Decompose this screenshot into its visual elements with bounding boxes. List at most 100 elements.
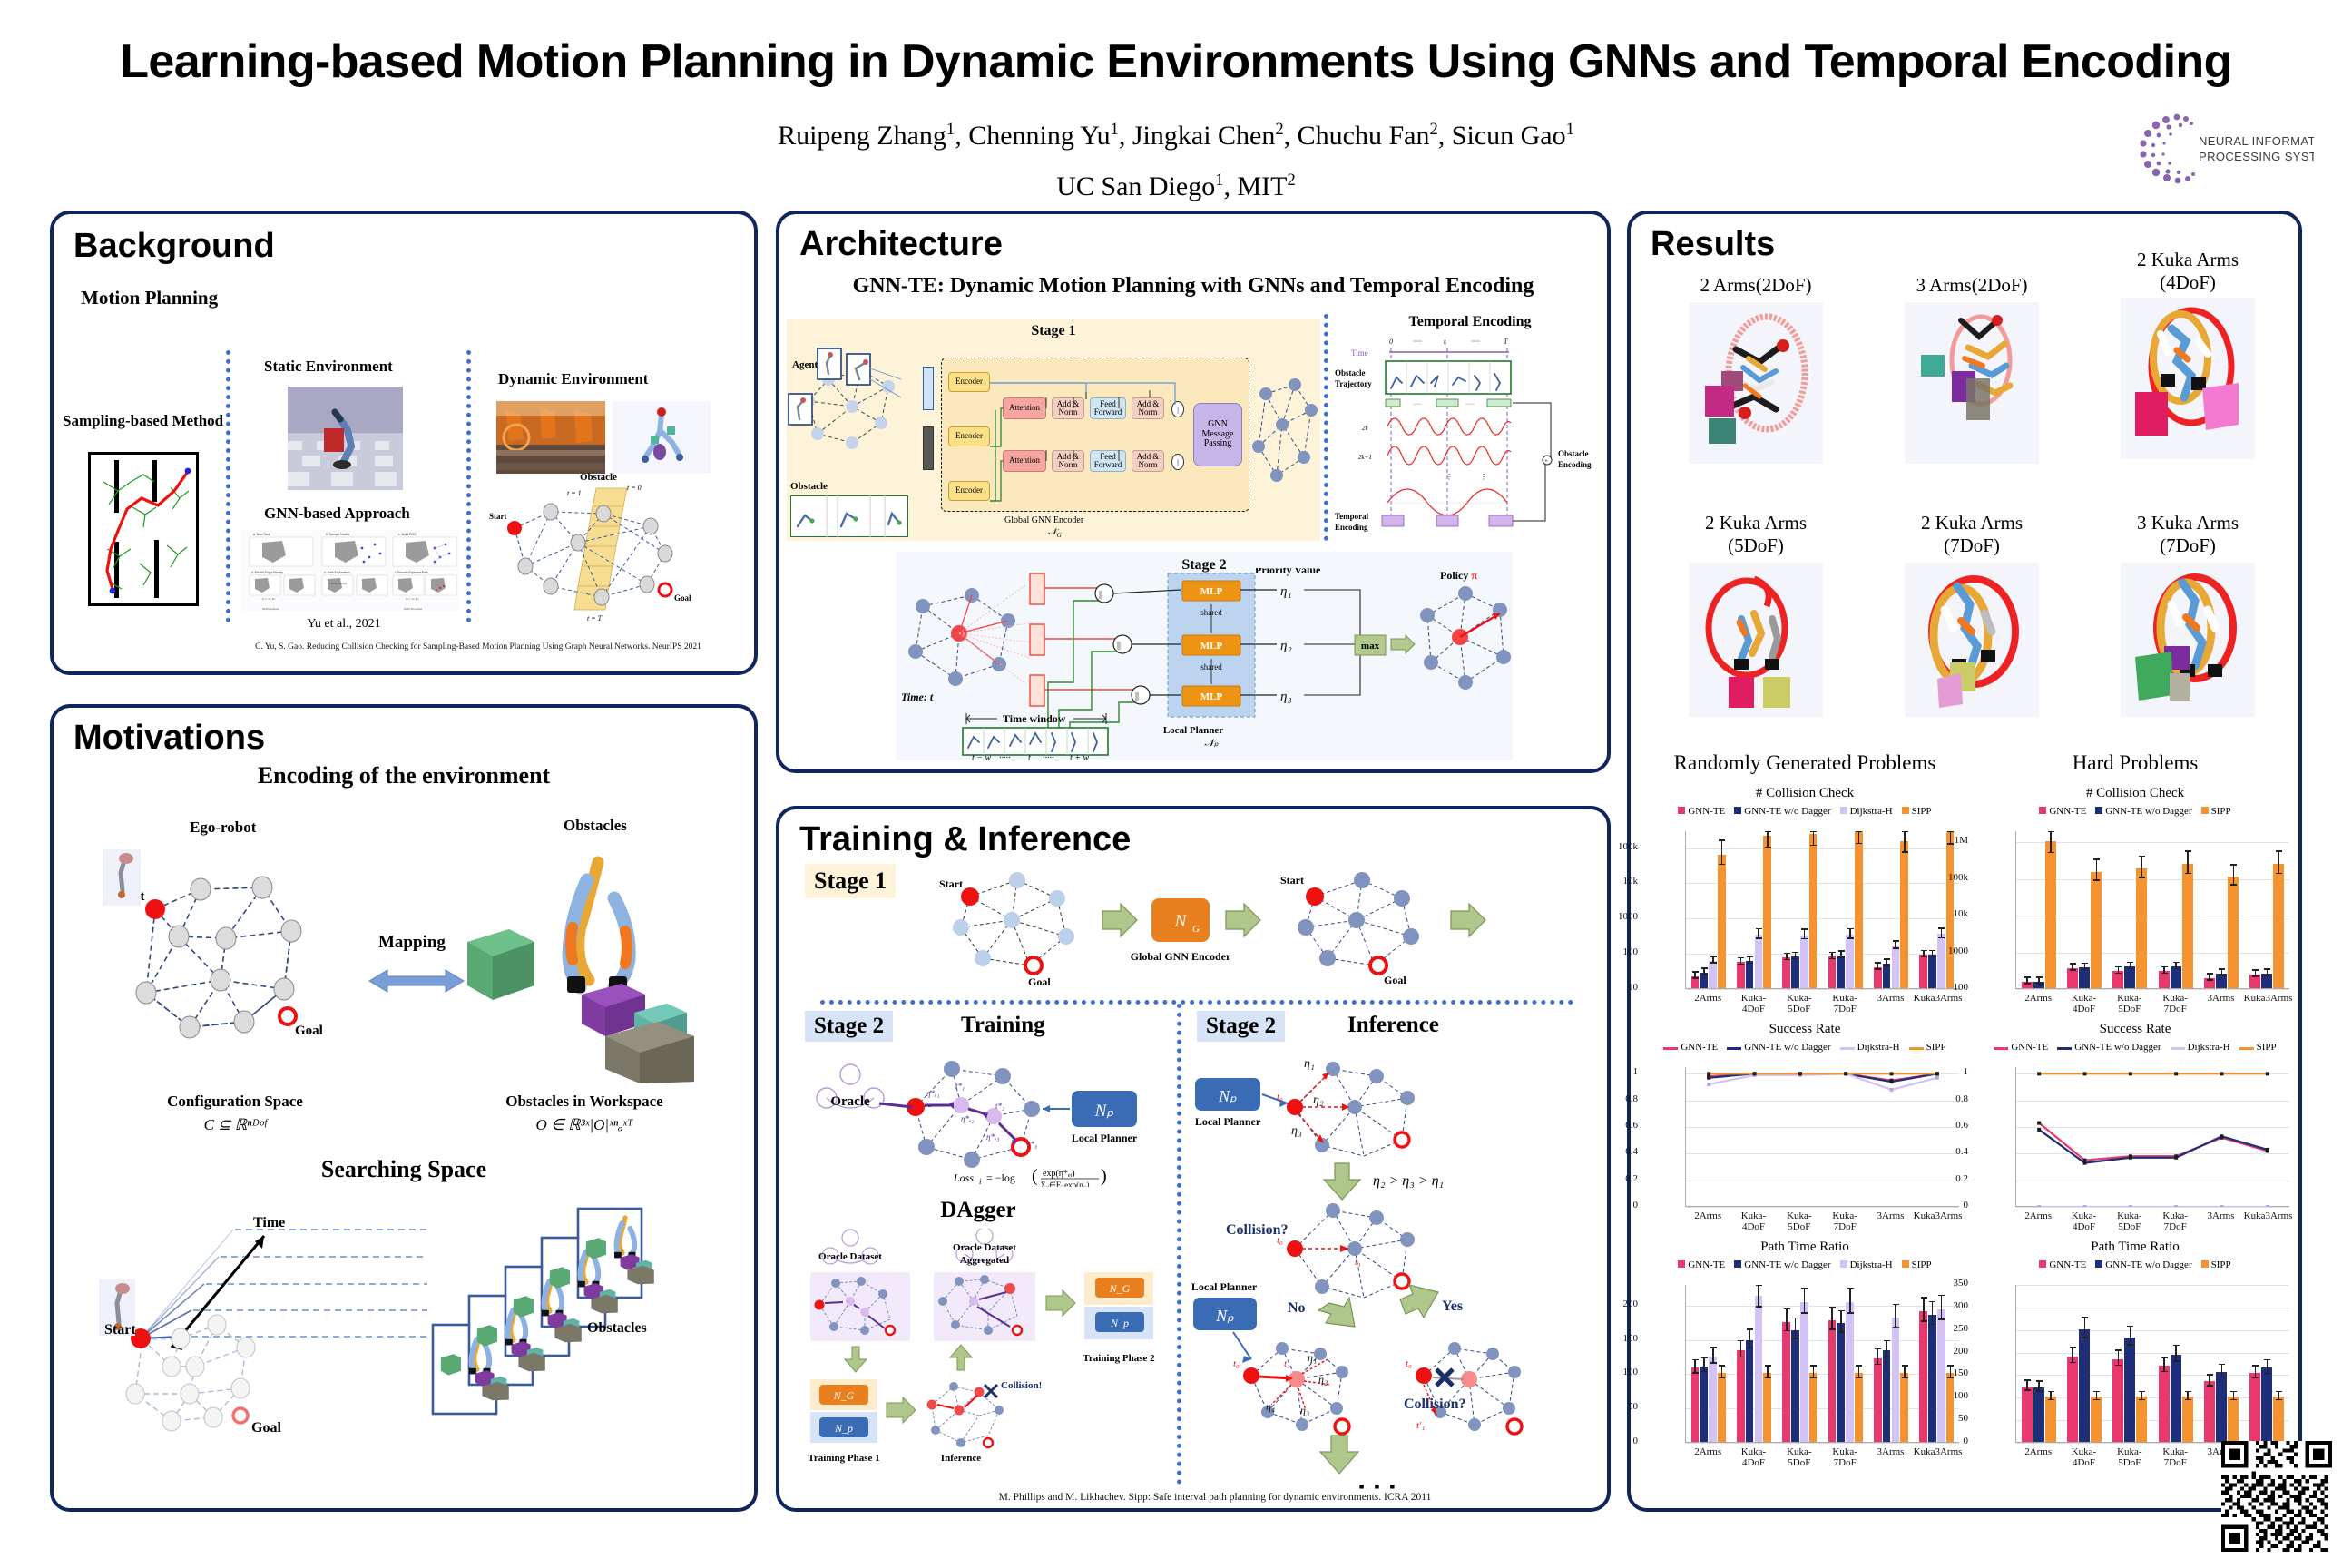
results-panel: Results 2 Arms(2DoF) — [1618, 211, 2302, 1512]
error-cap — [2276, 850, 2283, 852]
legend-swatch — [1839, 1260, 1847, 1268]
bar — [2249, 974, 2261, 988]
error-bar — [2095, 1392, 2098, 1401]
error-cap — [2184, 872, 2191, 875]
error-bar — [1812, 1366, 1815, 1379]
gridline — [1686, 1153, 1959, 1155]
legend-swatch — [1839, 1047, 1855, 1050]
x-axis-tick: Kuka3Arms — [1913, 1210, 1963, 1221]
legend-swatch — [1727, 1047, 1742, 1050]
bar — [1782, 1321, 1791, 1442]
error-cap — [2082, 968, 2088, 971]
data-point — [2082, 1205, 2087, 1207]
error-cap — [2264, 968, 2271, 970]
error-cap — [1738, 1339, 1745, 1342]
svg-text:2k+1: 2k+1 — [1358, 454, 1372, 461]
legend-item: Dijkstra-H — [1839, 806, 1893, 817]
svg-text:Start: Start — [939, 877, 963, 890]
motivations-heading: Encoding of the environment — [257, 762, 551, 789]
agent-feature-bar — [923, 367, 934, 410]
error-bar — [2278, 851, 2280, 875]
error-cap — [2024, 1379, 2031, 1381]
error-cap — [1747, 1347, 1754, 1348]
error-bar — [1712, 1348, 1714, 1364]
data-point — [1889, 1080, 1894, 1084]
error-cap — [1875, 1348, 1882, 1350]
legend-label: SIPP — [2210, 1259, 2231, 1270]
y-axis-tick: 10k — [1953, 908, 1969, 920]
svg-text:t′₁: t′₁ — [1416, 1420, 1425, 1431]
svg-text:= −log: = −log — [986, 1171, 1015, 1184]
error-cap — [1847, 937, 1854, 939]
error-bar — [1931, 1302, 1934, 1326]
error-cap — [1875, 968, 1882, 970]
plot-area — [2015, 830, 2289, 990]
dynamic-environment-label: Dynamic Environment — [498, 370, 649, 387]
svg-text:Inference: Inference — [941, 1453, 982, 1464]
bar — [2228, 1396, 2239, 1442]
ti-stage2-inference-badge: Stage 2 — [1197, 1011, 1286, 1042]
error-bar — [1786, 954, 1788, 960]
svg-text:exp(η*ₑᵢ): exp(η*ₑᵢ) — [1043, 1169, 1075, 1179]
svg-text:f. Smooth Explored Path: f. Smooth Explored Path — [395, 571, 428, 574]
chart-hard-pathtime: Path Time Ratio GNN-TE GNN-TE w/o Dagger SI… — [1954, 1240, 2297, 1468]
error-cap — [1938, 936, 1945, 939]
svg-text:t = 1: t = 1 — [567, 489, 582, 497]
y-axis-tick: 0 — [1632, 1200, 1639, 1210]
x-axis-tick: Kuka-5DoF — [2117, 1446, 2142, 1468]
gridline — [1686, 848, 1959, 849]
error-bar — [1758, 929, 1759, 939]
legend-swatch — [1663, 1047, 1679, 1050]
stage1-label: Stage 1 — [1031, 323, 1076, 338]
svg-text:Policy π: Policy π — [1440, 569, 1477, 582]
config-space-math: C ⊆ ℝⁿᴰᵒᶠ — [203, 1116, 267, 1133]
x-axis-tick: Kuka3Arms — [2243, 1210, 2293, 1221]
line-series — [1708, 1073, 1938, 1092]
y-axis-tick: 200 — [1622, 1298, 1639, 1309]
data-point — [2082, 1158, 2087, 1162]
error-cap — [2252, 1365, 2259, 1367]
legend-swatch — [1839, 807, 1847, 814]
bar — [1846, 934, 1854, 988]
bar — [1891, 946, 1900, 988]
gridline — [2016, 1397, 2289, 1399]
y-axis-tick: 0.2 — [1625, 1172, 1638, 1184]
bar — [1717, 1373, 1726, 1442]
author-list: Ruipeng Zhang1, Chenning Yu1, Jingkai Ch… — [778, 120, 1574, 151]
dynamic-environment-sim — [612, 401, 710, 474]
legend-label: GNN-TE w/o Dagger — [1744, 806, 1831, 817]
svg-text:Encoding: Encoding — [1335, 523, 1368, 532]
data-point — [2174, 1155, 2179, 1160]
svg-text:Time: t: Time: t — [901, 691, 934, 703]
y-axis-tick: 0.8 — [1625, 1093, 1638, 1104]
x-axis-tick: Kuka-4DoF — [2071, 1210, 2097, 1232]
error-bar — [2083, 964, 2085, 971]
dagger-figure: Oracle Dataset N_G N_p — [796, 1227, 1175, 1492]
error-bar — [1812, 832, 1815, 847]
graph-start-label: Start — [489, 512, 507, 521]
error-bar — [1849, 929, 1851, 939]
legend-swatch — [2057, 1047, 2073, 1050]
neurips-logo: NEURAL INFORMATION PROCESSING SYSTEMS — [2128, 109, 2343, 186]
svg-text:+: + — [1544, 457, 1548, 465]
affiliation-list: UC San Diego1, MIT2 — [1056, 171, 1296, 201]
bar — [2181, 1396, 2193, 1442]
error-cap — [1719, 863, 1726, 866]
legend-label: GNN-TE w/o Dagger — [2105, 806, 2192, 817]
concat-node-2: | — [1171, 454, 1184, 470]
error-cap — [2276, 1398, 2283, 1401]
qr-code[interactable] — [2221, 1441, 2332, 1552]
error-cap — [1901, 830, 1908, 832]
concat-node-1: | — [1171, 401, 1184, 417]
error-bar — [1694, 972, 1696, 979]
error-cap — [1719, 839, 1726, 841]
error-cap — [1719, 1365, 1726, 1367]
error-cap — [2264, 975, 2271, 976]
ti-ellipsis: ▪ ▪ ▪ — [1358, 1477, 1398, 1495]
svg-text:Σₑᵢ∈Eᵢ exp(ηₑᵢ): Σₑᵢ∈Eᵢ exp(ηₑᵢ) — [1041, 1181, 1090, 1187]
y-axis-tick: 0.4 — [1625, 1146, 1638, 1158]
bar — [2124, 1337, 2136, 1442]
svg-text:Obstacle: Obstacle — [1335, 368, 1366, 377]
error-cap — [1892, 1326, 1899, 1328]
bar — [1782, 957, 1791, 988]
